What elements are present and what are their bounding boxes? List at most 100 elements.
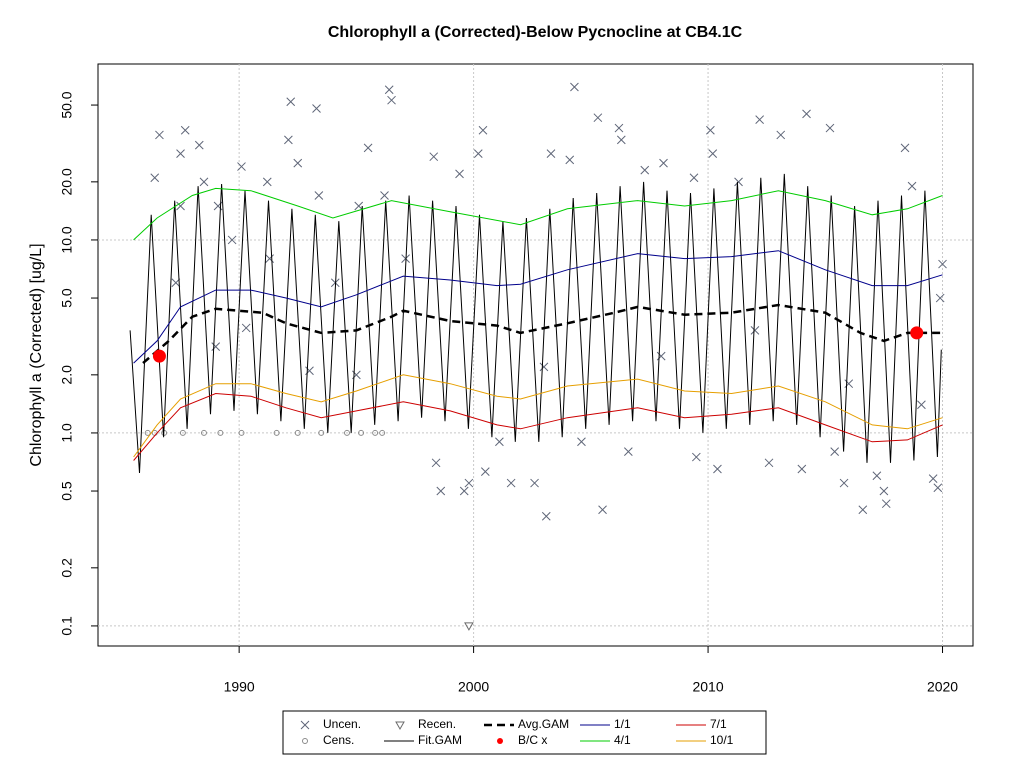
- data-point: [431, 458, 441, 468]
- x-tick-label: 1990: [224, 679, 255, 695]
- data-point: [659, 158, 668, 168]
- legend-symbol: [300, 720, 310, 730]
- legend-label: 10/1: [710, 733, 734, 747]
- data-point: [656, 351, 666, 361]
- data-point: [436, 486, 446, 496]
- series-line: [133, 392, 943, 461]
- legend-symbol: [497, 738, 503, 744]
- data-point: [708, 149, 718, 159]
- legend-label: 7/1: [710, 717, 727, 731]
- data-point: [194, 140, 204, 150]
- data-point: [480, 467, 490, 477]
- series-line: [129, 173, 942, 474]
- data-point: [755, 115, 764, 125]
- data-point: [797, 464, 807, 474]
- y-tick-label: 10.0: [59, 226, 75, 253]
- data-point: [691, 452, 701, 462]
- data-point: [858, 505, 868, 515]
- data-point: [839, 478, 849, 488]
- legend-box: [282, 710, 767, 755]
- data-point: [938, 259, 947, 269]
- data-point: [372, 429, 379, 436]
- data-point: [464, 478, 474, 488]
- y-tick-label: 20.0: [59, 168, 75, 195]
- x-tick-label: 2000: [458, 679, 489, 695]
- legend-label: Cens.: [323, 733, 354, 747]
- data-point: [227, 235, 237, 245]
- series-line: [133, 250, 943, 364]
- y-tick-label: 50.0: [59, 91, 75, 118]
- y-tick-label: 0.1: [59, 616, 75, 636]
- data-point: [706, 125, 715, 135]
- data-point: [241, 323, 251, 333]
- data-point: [312, 104, 321, 113]
- data-point: [379, 429, 386, 436]
- legend-label: B/C x: [518, 733, 547, 747]
- data-point: [176, 201, 185, 211]
- data-point: [541, 511, 551, 521]
- data-point: [144, 429, 151, 436]
- data-point: [907, 181, 917, 191]
- data-point: [380, 191, 389, 200]
- data-point: [464, 622, 474, 631]
- data-point: [928, 474, 938, 483]
- data-point: [593, 113, 603, 123]
- data-point: [776, 130, 786, 140]
- data-point: [387, 95, 396, 105]
- data-point: [546, 149, 556, 159]
- data-point: [570, 82, 579, 92]
- y-axis-label: Chlorophyll a (Corrected) [ug/L]: [28, 243, 45, 466]
- data-point: [150, 173, 160, 183]
- data-point: [689, 173, 699, 183]
- data-point: [314, 191, 324, 200]
- data-point: [478, 125, 488, 135]
- series-line: [142, 303, 941, 365]
- y-tick-label: 5.0: [59, 288, 75, 308]
- plot-frame: [97, 63, 974, 647]
- data-point: [455, 169, 464, 179]
- y-tick-label: 0.5: [59, 481, 75, 501]
- legend-label: Recen.: [418, 717, 456, 731]
- data-point: [750, 326, 760, 335]
- data-point: [286, 97, 296, 107]
- data-point: [872, 471, 882, 481]
- x-tick-label: 2010: [692, 679, 723, 695]
- data-point: [358, 429, 365, 436]
- data-point: [237, 162, 246, 171]
- data-point: [262, 177, 272, 187]
- data-point: [565, 155, 575, 165]
- data-point: [152, 349, 166, 363]
- data-point: [881, 499, 891, 509]
- data-point: [176, 149, 185, 159]
- y-tick-label: 1.0: [59, 423, 75, 443]
- y-tick-label: 0.2: [59, 558, 75, 578]
- data-point: [200, 429, 207, 436]
- data-point: [910, 326, 924, 340]
- data-point: [495, 437, 504, 447]
- data-point: [179, 429, 186, 436]
- legend-label: Avg.GAM: [518, 717, 569, 731]
- legend-label: Fit.GAM: [418, 733, 462, 747]
- data-point: [429, 152, 439, 162]
- data-point: [598, 505, 607, 515]
- data-point: [238, 429, 245, 436]
- series-line: [133, 374, 943, 458]
- legend-label: 1/1: [614, 717, 631, 731]
- data-point: [384, 85, 394, 95]
- data-point: [363, 143, 373, 153]
- data-point: [616, 135, 626, 145]
- data-point: [623, 447, 633, 456]
- data-point: [294, 429, 301, 436]
- data-point: [473, 149, 483, 159]
- data-point: [211, 342, 221, 351]
- legend-symbol: [302, 738, 308, 744]
- data-point: [900, 143, 910, 153]
- x-tick-label: 2020: [927, 679, 958, 695]
- data-point: [273, 429, 280, 436]
- data-point: [640, 165, 650, 175]
- data-point: [318, 429, 325, 436]
- data-point: [577, 437, 586, 447]
- data-point: [802, 109, 811, 119]
- data-point: [343, 429, 350, 436]
